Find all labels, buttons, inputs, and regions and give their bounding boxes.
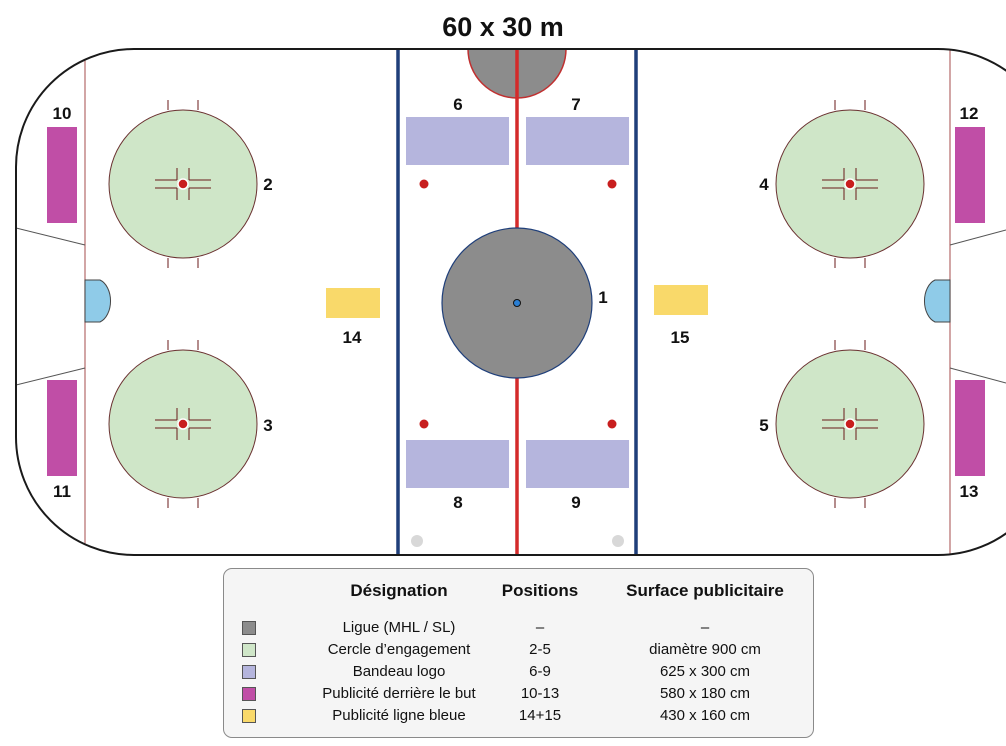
board-line-right-bottom [949, 367, 1006, 384]
position-label-7: 7 [571, 95, 581, 114]
rink-diagram [15, 48, 1006, 556]
legend-header-surface: Surface publicitaire [626, 581, 784, 600]
legend-designation: Ligue (MHL / SL) [342, 619, 456, 636]
legend-row-bandeau: Bandeau logo 6-9 625 x 300 cm [224, 663, 813, 685]
neutral-dot-bottom-right [607, 419, 617, 429]
neutral-dot-top-left [419, 179, 429, 189]
position-label-8: 8 [453, 493, 463, 512]
position-label-5: 5 [759, 416, 769, 435]
position-label-1: 1 [598, 288, 608, 307]
position-label-4: 4 [759, 175, 769, 194]
legend-surface: – [700, 619, 710, 636]
neutral-dot-top-right [607, 179, 617, 189]
position-label-13: 13 [959, 482, 979, 501]
legend-positions: – [535, 619, 545, 636]
position-label-12: 12 [959, 104, 979, 123]
rink-boards [15, 48, 1006, 556]
position-label-14: 14 [342, 328, 362, 347]
legend-header-positions: Positions [501, 581, 579, 600]
ad-behind-goal-10 [47, 127, 77, 223]
legend-swatch-bandeau [242, 665, 256, 679]
legend-swatch-derriere-but [242, 687, 256, 701]
goal-crease-right [924, 279, 951, 323]
ad-blue-line-15 [654, 285, 708, 315]
board-line-left-top [16, 227, 86, 246]
position-label-2: 2 [263, 175, 273, 194]
legend-swatch-ligue [242, 621, 256, 635]
legend-row-derriere-but: Publicité derrière le but 10-13 580 x 18… [224, 685, 813, 707]
logo-banner-8 [406, 440, 509, 488]
faceoff-dot [844, 418, 856, 430]
legend-surface: 430 x 160 cm [659, 707, 751, 724]
legend-row-cercle: Cercle d’engagement 2-5 diamètre 900 cm [224, 641, 813, 663]
ad-behind-goal-12 [955, 127, 985, 223]
legend-designation: Publicité ligne bleue [332, 707, 466, 724]
neutral-dot-bottom-left [419, 419, 429, 429]
legend-header-designation: Désignation [350, 581, 448, 600]
legend-surface: 580 x 180 cm [659, 685, 751, 702]
position-label-15: 15 [670, 328, 690, 347]
legend-row-ligne-bleue: Publicité ligne bleue 14+15 430 x 160 cm [224, 707, 813, 729]
legend-positions: 14+15 [518, 707, 562, 724]
grey-dot-right [612, 535, 624, 547]
position-label-11: 11 [53, 482, 71, 501]
logo-banner-9 [526, 440, 629, 488]
rink-dimensions-title: 60 x 30 m [442, 12, 564, 42]
legend-surface: diamètre 900 cm [649, 641, 761, 658]
grey-dot-left [411, 535, 423, 547]
legend-designation: Bandeau logo [352, 663, 446, 680]
position-label-3: 3 [263, 416, 273, 435]
legend-positions: 10-13 [520, 685, 560, 702]
goal-crease-left [84, 279, 111, 323]
board-line-right-top [949, 229, 1006, 246]
logo-banner-7 [526, 117, 629, 165]
legend-positions: 2-5 [529, 641, 551, 658]
legend-swatch-cercle [242, 643, 256, 657]
ad-behind-goal-13 [955, 380, 985, 476]
board-line-left-bottom [16, 367, 86, 386]
legend-table: Désignation Positions Surface publicitai… [223, 568, 814, 738]
legend-row-ligue: Ligue (MHL / SL) – – [224, 619, 813, 641]
position-label-10: 10 [52, 104, 72, 123]
position-label-6: 6 [453, 95, 463, 114]
legend-designation: Publicité derrière le but [322, 685, 476, 702]
faceoff-dot [177, 418, 189, 430]
legend-surface: 625 x 300 cm [659, 663, 751, 680]
faceoff-dot [177, 178, 189, 190]
ad-blue-line-14 [326, 288, 380, 318]
legend-positions: 6-9 [529, 663, 551, 680]
center-faceoff-dot [513, 299, 521, 307]
ad-behind-goal-11 [47, 380, 77, 476]
legend-header-row: Désignation Positions Surface publicitai… [224, 581, 813, 603]
faceoff-dot [844, 178, 856, 190]
legend-swatch-ligne-bleue [242, 709, 256, 723]
legend-designation: Cercle d’engagement [327, 641, 471, 658]
logo-banner-6 [406, 117, 509, 165]
position-label-9: 9 [571, 493, 581, 512]
